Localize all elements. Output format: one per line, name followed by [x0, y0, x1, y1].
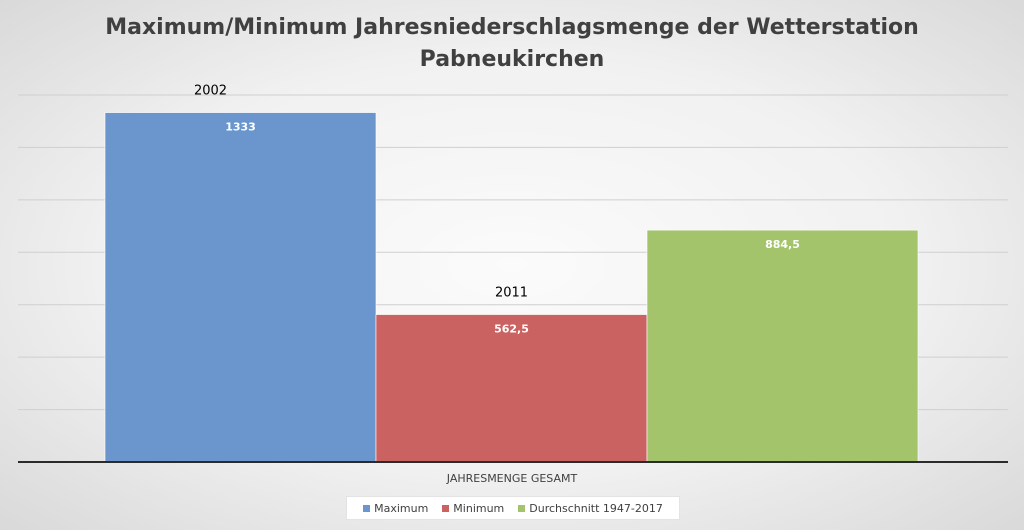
chart-title-line-2: Pabneukirchen: [419, 47, 605, 72]
legend-item: Minimum: [442, 502, 504, 515]
chart-legend: Maximum Minimum Durchschnitt 1947-2017: [346, 496, 680, 520]
data-label: 562,5: [494, 323, 529, 336]
year-annotation: 2011: [495, 286, 528, 301]
legend-label: Durchschnitt 1947-2017: [529, 501, 663, 515]
x-tick-label: JAHRESMENGE GESAMT: [446, 472, 578, 485]
legend-label: Minimum: [453, 501, 505, 515]
data-label: 884,5: [765, 238, 800, 251]
year-annotation: 2002: [194, 84, 227, 99]
chart-title: Maximum/Minimum Jahresniederschlagsmenge…: [0, 12, 1024, 76]
bar: [646, 229, 919, 463]
chart-title-line-1: Maximum/Minimum Jahresniederschlagsmenge…: [105, 15, 919, 40]
legend-label: Maximum: [374, 501, 429, 515]
data-label: 1333: [225, 121, 256, 134]
legend-swatch: [518, 504, 526, 512]
bar: [375, 314, 648, 463]
legend-swatch: [363, 504, 371, 512]
legend-swatch: [442, 504, 450, 512]
bar: [104, 112, 377, 463]
legend-item: Maximum: [363, 502, 428, 515]
legend-item: Durchschnitt 1947-2017: [518, 502, 663, 515]
